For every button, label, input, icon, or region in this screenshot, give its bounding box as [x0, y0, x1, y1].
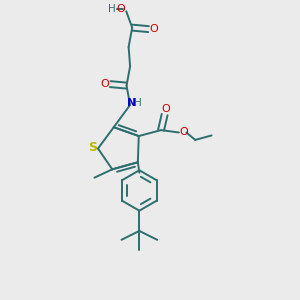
Text: H: H: [134, 98, 142, 107]
Text: O: O: [100, 79, 109, 89]
Text: N: N: [127, 98, 136, 107]
Text: O: O: [162, 104, 170, 114]
Text: O: O: [179, 128, 188, 137]
Text: O: O: [149, 24, 158, 34]
Text: S: S: [88, 141, 97, 154]
Text: H: H: [108, 4, 116, 14]
Text: O: O: [116, 4, 125, 14]
